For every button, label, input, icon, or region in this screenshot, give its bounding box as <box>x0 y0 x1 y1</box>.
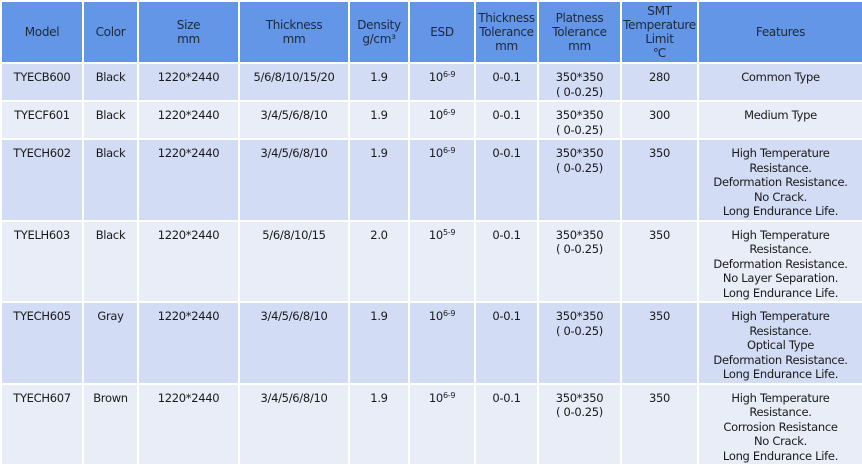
cell-smt-temperature-limit: 300 <box>620 100 699 140</box>
cell-features: High Temperature Resistance. Corrosion R… <box>697 382 862 466</box>
cell-platness-tolerance: 350*350 ( 0-0.25) <box>537 382 622 466</box>
cell-thickness-tolerance: 0-0.1 <box>474 382 539 466</box>
cell-model: TYECH602 <box>0 138 84 222</box>
cell-smt-temperature-limit: 280 <box>620 62 699 102</box>
cell-color: Black <box>82 62 139 102</box>
header-size: Size mm <box>137 0 240 64</box>
cell-thickness-tolerance: 0-0.1 <box>474 301 539 385</box>
cell-esd: 105-9 <box>408 219 476 303</box>
cell-thickness-tolerance: 0-0.1 <box>474 138 539 222</box>
cell-size: 1220*2440 <box>137 138 240 222</box>
header-thickness-tolerance: Thickness Tolerance mm <box>474 0 539 64</box>
header-esd: ESD <box>408 0 476 64</box>
cell-thickness: 3/4/5/6/8/10 <box>238 382 350 466</box>
cell-size: 1220*2440 <box>137 62 240 102</box>
cell-smt-temperature-limit: 350 <box>620 219 699 303</box>
header-density: Density g/cm³ <box>348 0 410 64</box>
cell-smt-temperature-limit: 350 <box>620 382 699 466</box>
cell-density: 1.9 <box>348 382 410 466</box>
cell-size: 1220*2440 <box>137 219 240 303</box>
table-row: TYECH602 Black 1220*2440 3/4/5/6/8/10 1.9 106… <box>0 138 862 222</box>
cell-model: TYELH603 <box>0 219 84 303</box>
table-row: TYECF601 Black 1220*2440 3/4/5/6/8/10 1.9 106… <box>0 100 862 140</box>
cell-features: High Temperature Resistance. Optical Typ… <box>697 301 862 385</box>
cell-thickness: 3/4/5/6/8/10 <box>238 138 350 222</box>
cell-platness-tolerance: 350*350 ( 0-0.25) <box>537 62 622 102</box>
header-row: Model Color Size mm Thickness mm Density g/c… <box>0 0 862 64</box>
table-row: TYECH607 Brown 1220*2440 3/4/5/6/8/10 1.9 106… <box>0 382 862 466</box>
cell-model: TYECH607 <box>0 382 84 466</box>
cell-platness-tolerance: 350*350 ( 0-0.25) <box>537 301 622 385</box>
header-color: Color <box>82 0 139 64</box>
cell-thickness: 3/4/5/6/8/10 <box>238 100 350 140</box>
header-model: Model <box>0 0 84 64</box>
esd-exponent: 5-9 <box>442 227 456 237</box>
cell-thickness-tolerance: 0-0.1 <box>474 100 539 140</box>
cell-features: High Temperature Resistance. Deformation… <box>697 219 862 303</box>
cell-features: Medium Type <box>697 100 862 140</box>
header-smt-temperature-limit: SMT Temperature Limit ℃ <box>620 0 699 64</box>
table-row: TYELH603 Black 1220*2440 5/6/8/10/15 2.0 105-… <box>0 219 862 303</box>
cell-platness-tolerance: 350*350 ( 0-0.25) <box>537 100 622 140</box>
cell-thickness: 5/6/8/10/15/20 <box>238 62 350 102</box>
cell-density: 1.9 <box>348 100 410 140</box>
cell-color: Black <box>82 138 139 222</box>
cell-features: Common Type <box>697 62 862 102</box>
esd-exponent: 6-9 <box>442 108 456 117</box>
cell-platness-tolerance: 350*350 ( 0-0.25) <box>537 138 622 222</box>
cell-thickness: 5/6/8/10/15 <box>238 219 350 303</box>
cell-color: Brown <box>82 382 139 466</box>
cell-smt-temperature-limit: 350 <box>620 138 699 222</box>
table-row: TYECB600 Black 1220*2440 5/6/8/10/15/20 1.9 1… <box>0 62 862 102</box>
header-platness-tolerance: Platness Tolerance mm <box>537 0 622 64</box>
cell-smt-temperature-limit: 350 <box>620 301 699 385</box>
esd-exponent: 6-9 <box>442 309 456 318</box>
cell-density: 1.9 <box>348 62 410 102</box>
cell-thickness: 3/4/5/6/8/10 <box>238 301 350 385</box>
cell-size: 1220*2440 <box>137 100 240 140</box>
cell-thickness-tolerance: 0-0.1 <box>474 219 539 303</box>
cell-density: 1.9 <box>348 138 410 222</box>
cell-model: TYECH605 <box>0 301 84 385</box>
cell-density: 1.9 <box>348 301 410 385</box>
cell-thickness-tolerance: 0-0.1 <box>474 62 539 102</box>
cell-esd: 106-9 <box>408 62 476 102</box>
esd-exponent: 6-9 <box>442 70 456 79</box>
cell-size: 1220*2440 <box>137 382 240 466</box>
header-features: Features <box>697 0 862 64</box>
esd-exponent: 6-9 <box>442 146 456 155</box>
cell-color: Black <box>82 100 139 140</box>
cell-esd: 106-9 <box>408 100 476 140</box>
cell-model: TYECF601 <box>0 100 84 140</box>
esd-base: 10 <box>428 108 443 122</box>
esd-base: 10 <box>428 70 443 84</box>
cell-color: Black <box>82 219 139 303</box>
cell-density: 2.0 <box>348 219 410 303</box>
esd-base: 10 <box>428 146 443 160</box>
cell-esd: 106-9 <box>408 382 476 466</box>
table-row: TYECH605 Gray 1220*2440 3/4/5/6/8/10 1.9 106-… <box>0 301 862 385</box>
cell-esd: 106-9 <box>408 138 476 222</box>
esd-exponent: 6-9 <box>442 390 456 400</box>
cell-esd: 106-9 <box>408 301 476 385</box>
header-thickness: Thickness mm <box>238 0 350 64</box>
cell-color: Gray <box>82 301 139 385</box>
esd-base: 10 <box>428 227 443 242</box>
cell-model: TYECB600 <box>0 62 84 102</box>
cell-features: High Temperature Resistance. Deformation… <box>697 138 862 222</box>
cell-platness-tolerance: 350*350 ( 0-0.25) <box>537 219 622 303</box>
esd-base: 10 <box>428 309 443 323</box>
cell-size: 1220*2440 <box>137 301 240 385</box>
esd-base: 10 <box>428 390 443 405</box>
